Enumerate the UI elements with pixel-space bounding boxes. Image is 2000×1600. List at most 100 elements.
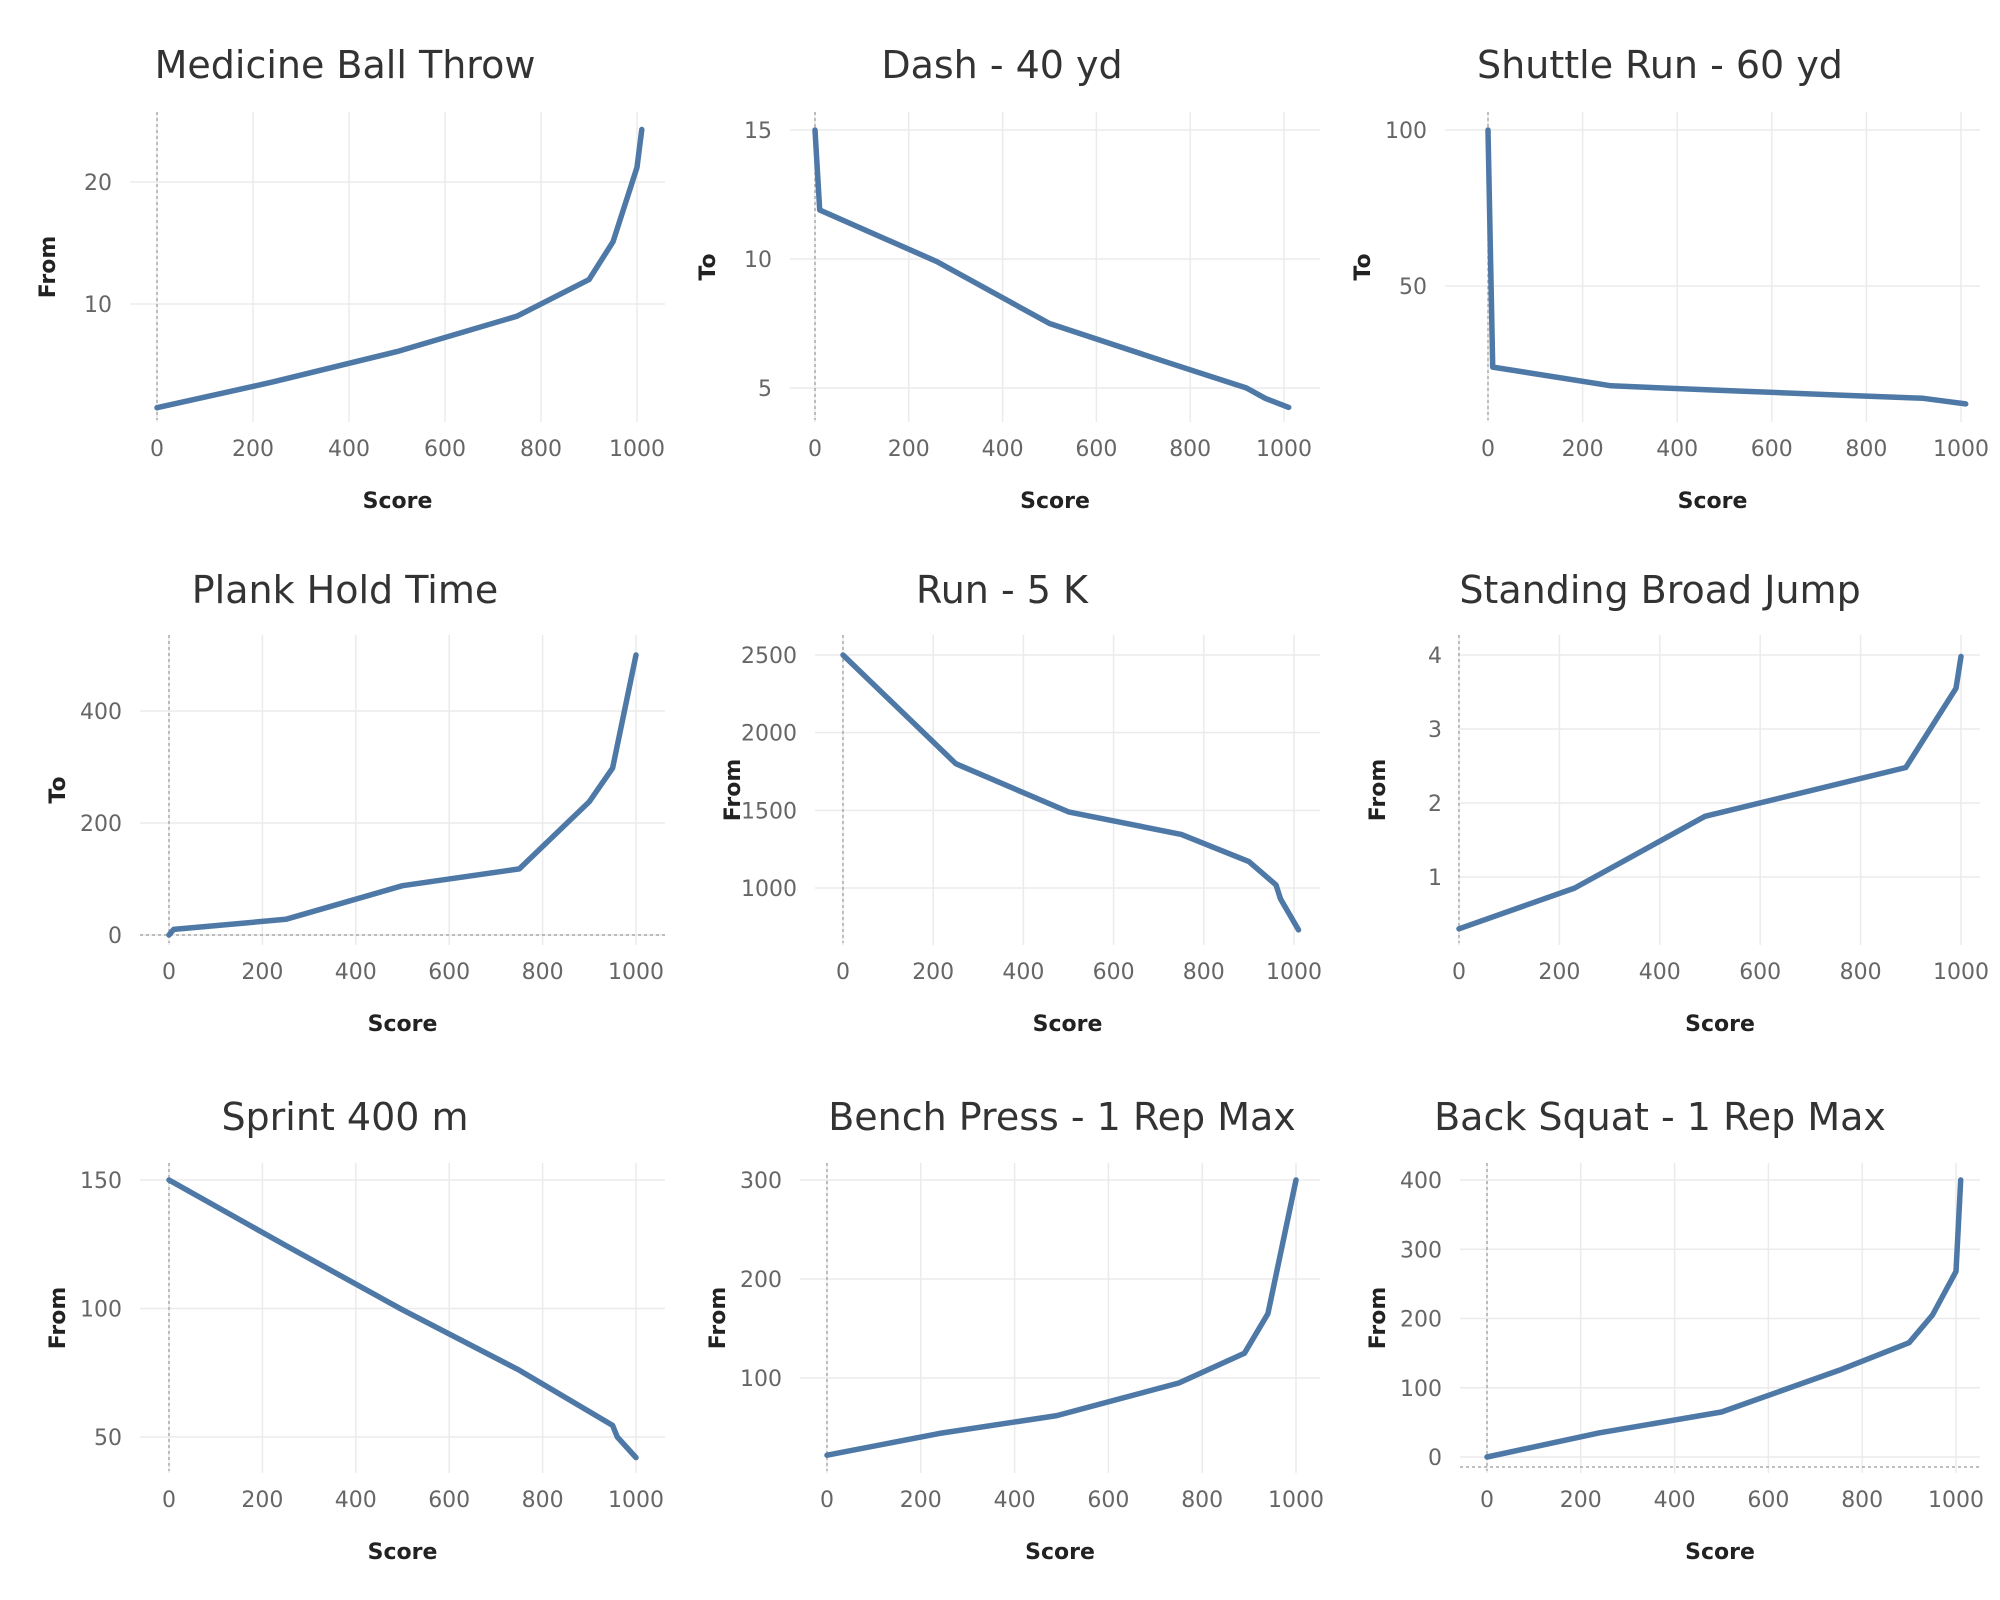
y-tick-label: 15	[744, 119, 772, 144]
y-axis-title: To	[1351, 253, 1376, 280]
x-tick-label: 600	[1087, 1488, 1129, 1513]
y-tick-label: 200	[740, 1268, 782, 1293]
y-tick-label: 1000	[741, 877, 797, 902]
x-tick-label: 600	[1751, 437, 1793, 462]
y-axis-title: From	[1366, 1287, 1391, 1350]
x-tick-label: 800	[1841, 1488, 1883, 1513]
chart-panel-8: Bench Press - 1 Rep Max 0 200 400 600 800 1000…	[706, 1095, 1324, 1565]
series-line	[824, 1177, 1299, 1458]
y-axis-title: From	[721, 759, 746, 822]
y-tick-label: 10	[744, 248, 772, 273]
x-axis-title: Score	[1033, 1012, 1103, 1037]
x-tick-label: 1000	[1933, 437, 1989, 462]
chart-title: Plank Hold Time	[192, 568, 499, 612]
x-axis-title: Score	[1685, 1540, 1755, 1565]
x-tick-label: 0	[162, 960, 176, 985]
series-line	[166, 652, 639, 938]
x-tick-label: 800	[1840, 960, 1882, 985]
x-tick-label: 400	[994, 1488, 1036, 1513]
x-tick-label: 600	[424, 437, 466, 462]
x-tick-label: 1000	[1268, 1488, 1324, 1513]
y-tick-label: 0	[1428, 1446, 1442, 1471]
x-tick-label: 0	[150, 437, 164, 462]
x-tick-label: 800	[1183, 960, 1225, 985]
x-tick-label: 1000	[608, 960, 664, 985]
x-tick-label: 600	[1739, 960, 1781, 985]
y-tick-label: 0	[108, 924, 122, 949]
x-tick-label: 200	[241, 1488, 283, 1513]
x-tick-label: 600	[1747, 1488, 1789, 1513]
y-tick-label: 200	[80, 812, 122, 837]
x-tick-label: 800	[522, 960, 564, 985]
y-tick-label: 4	[1428, 644, 1442, 669]
x-tick-label: 800	[522, 1488, 564, 1513]
x-tick-label: 600	[428, 960, 470, 985]
x-tick-label: 1000	[1266, 960, 1322, 985]
chart-title: Run - 5 K	[916, 568, 1089, 612]
chart-title: Dash - 40 yd	[881, 43, 1122, 87]
x-axis-title: Score	[1020, 489, 1090, 514]
y-tick-label: 50	[1399, 275, 1427, 300]
x-tick-label: 0	[836, 960, 850, 985]
chart-title: Sprint 400 m	[221, 1095, 468, 1139]
x-axis-title: Score	[363, 489, 433, 514]
x-tick-label: 200	[241, 960, 283, 985]
x-tick-label: 200	[1538, 960, 1580, 985]
x-axis-title: Score	[1025, 1540, 1095, 1565]
x-axis-title: Score	[368, 1012, 438, 1037]
y-tick-label: 10	[84, 293, 112, 318]
y-tick-label: 150	[80, 1169, 122, 1194]
chart-panel-5: Run - 5 K 0 200 400 600 800 1000 1000 1500 2000 25…	[721, 568, 1322, 1037]
x-tick-label: 0	[808, 437, 822, 462]
x-tick-label: 400	[1656, 437, 1698, 462]
x-tick-label: 800	[1181, 1488, 1223, 1513]
y-tick-label: 50	[94, 1426, 122, 1451]
x-tick-label: 1000	[1256, 437, 1312, 462]
series-line	[1485, 127, 1969, 407]
chart-panel-1: Medicine Ball Throw 0 200 400 600 800 1000 10 20…	[36, 43, 665, 514]
y-tick-label: 1500	[741, 799, 797, 824]
x-tick-label: 600	[1075, 437, 1117, 462]
y-tick-label: 100	[80, 1298, 122, 1323]
y-tick-label: 400	[1400, 1169, 1442, 1194]
x-tick-label: 800	[1845, 437, 1887, 462]
series-line	[166, 1177, 639, 1461]
y-axis-title: From	[36, 236, 61, 299]
x-tick-label: 1000	[609, 437, 665, 462]
x-tick-label: 600	[428, 1488, 470, 1513]
chart-panel-7: Sprint 400 m 0 200 400 600 800 1000 50 100 150 Sco…	[46, 1095, 665, 1565]
x-tick-label: 400	[1654, 1488, 1696, 1513]
chart-title: Standing Broad Jump	[1459, 568, 1860, 612]
x-tick-label: 600	[1093, 960, 1135, 985]
y-tick-label: 3	[1428, 718, 1442, 743]
x-tick-label: 1000	[608, 1488, 664, 1513]
y-tick-label: 400	[80, 700, 122, 725]
chart-title: Shuttle Run - 60 yd	[1477, 43, 1843, 87]
y-tick-label: 20	[84, 171, 112, 196]
x-tick-label: 400	[335, 960, 377, 985]
y-tick-label: 100	[1400, 1377, 1442, 1402]
y-tick-label: 2	[1428, 792, 1442, 817]
y-tick-label: 300	[1400, 1238, 1442, 1263]
series-line	[154, 126, 645, 411]
y-tick-label: 300	[740, 1169, 782, 1194]
y-tick-label: 2500	[741, 644, 797, 669]
y-tick-label: 1	[1428, 866, 1442, 891]
x-axis-title: Score	[368, 1540, 438, 1565]
series-line	[812, 127, 1292, 411]
x-tick-label: 400	[982, 437, 1024, 462]
y-axis-title: From	[706, 1287, 731, 1350]
series-line	[1484, 1177, 1964, 1460]
x-tick-label: 200	[912, 960, 954, 985]
series-line	[1456, 653, 1964, 932]
chart-panel-4: Plank Hold Time 0 200 400 600 800 1000 0 200 400 S…	[46, 568, 665, 1037]
x-tick-label: 400	[335, 1488, 377, 1513]
y-axis-title: To	[696, 253, 721, 280]
y-axis-title: From	[46, 1287, 71, 1350]
x-tick-label: 800	[520, 437, 562, 462]
x-tick-label: 400	[1639, 960, 1681, 985]
chart-panel-9: Back Squat - 1 Rep Max 0 200 400 600 800 1000 0…	[1366, 1095, 1984, 1565]
x-tick-label: 1000	[1928, 1488, 1984, 1513]
chart-title: Back Squat - 1 Rep Max	[1434, 1095, 1886, 1139]
